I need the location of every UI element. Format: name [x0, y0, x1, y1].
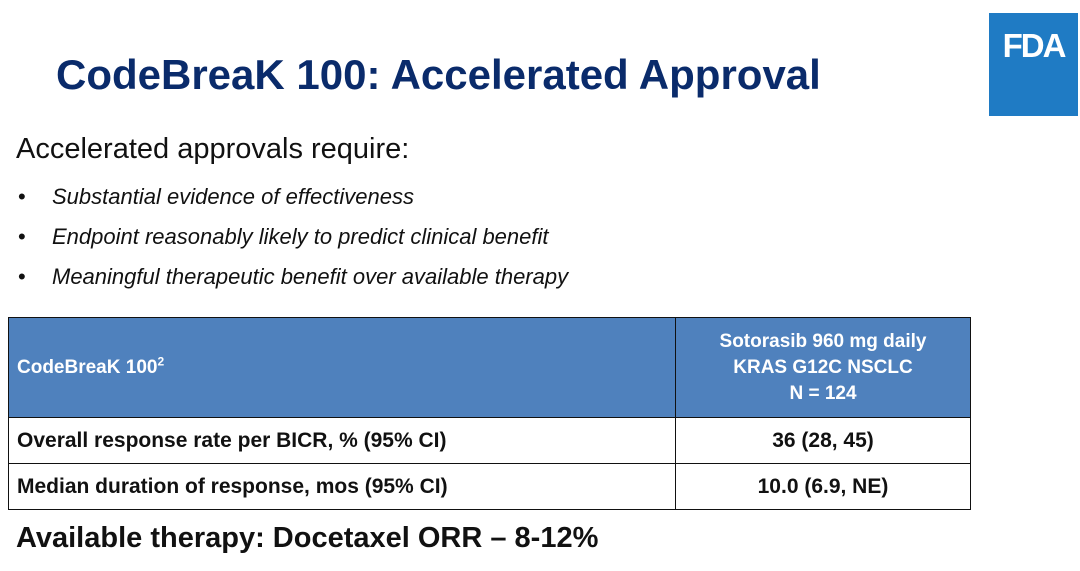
study-name: CodeBreaK 100: [17, 356, 158, 378]
list-item: • Substantial evidence of effectiveness: [14, 177, 568, 217]
citation-superscript: 2: [157, 354, 165, 369]
intro-text: Accelerated approvals require:: [16, 133, 410, 165]
row-value: 10.0 (6.9, NE): [675, 463, 971, 510]
list-item-text: Endpoint reasonably likely to predict cl…: [52, 224, 549, 249]
list-item: • Meaningful therapeutic benefit over av…: [14, 257, 568, 297]
arm-header-cell: Sotorasib 960 mg daily KRAS G12C NSCLC N…: [675, 317, 971, 418]
requirements-list: • Substantial evidence of effectiveness …: [14, 177, 568, 297]
row-label: Overall response rate per BICR, % (95% C…: [8, 417, 676, 464]
arm-line: KRAS G12C NSCLC: [733, 356, 913, 378]
list-item-text: Substantial evidence of effectiveness: [52, 184, 415, 209]
footer-note: Available therapy: Docetaxel ORR – 8-12%: [16, 522, 599, 554]
fda-logo: FDA: [989, 13, 1078, 116]
arm-line: N = 124: [789, 382, 857, 404]
list-item: • Endpoint reasonably likely to predict …: [14, 217, 568, 257]
arm-line: Sotorasib 960 mg daily: [719, 330, 927, 352]
fda-logo-text: FDA: [1002, 27, 1067, 64]
table-row: Median duration of response, mos (95% CI…: [8, 463, 971, 510]
results-table: CodeBreaK 1002 Sotorasib 960 mg daily KR…: [8, 317, 971, 510]
row-value: 36 (28, 45): [675, 417, 971, 464]
bullet-icon: •: [18, 184, 26, 209]
table-row: Overall response rate per BICR, % (95% C…: [8, 417, 971, 464]
list-item-text: Meaningful therapeutic benefit over avai…: [52, 264, 569, 289]
row-label: Median duration of response, mos (95% CI…: [8, 463, 676, 510]
table-header-row: CodeBreaK 1002 Sotorasib 960 mg daily KR…: [8, 317, 971, 418]
bullet-icon: •: [18, 264, 26, 289]
study-header-cell: CodeBreaK 1002: [8, 317, 676, 418]
page-title: CodeBreaK 100: Accelerated Approval: [56, 51, 821, 98]
bullet-icon: •: [18, 224, 26, 249]
